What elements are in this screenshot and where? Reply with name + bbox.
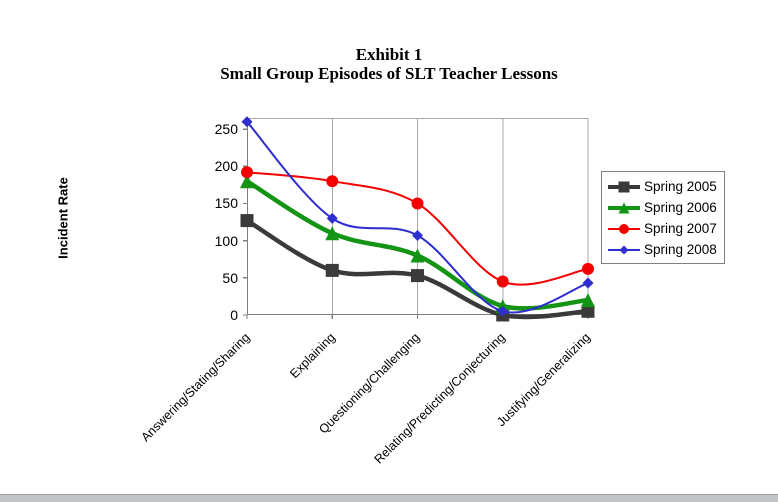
x-category-label: Justifying/Generalizing — [494, 330, 594, 430]
legend-swatch — [608, 223, 640, 234]
legend-label: Spring 2005 — [644, 179, 717, 194]
y-tick-label-150: 150 — [214, 195, 238, 212]
legend-swatch — [608, 181, 640, 192]
y-tick-label-0: 0 — [230, 307, 238, 323]
plot-area — [240, 116, 595, 322]
legend-row-spring-2007: Spring 2007 — [607, 218, 720, 239]
legend-row-spring-2005: Spring 2005 — [607, 176, 720, 197]
series-spring-2008 — [241, 116, 594, 317]
y-tick-label-50: 50 — [222, 269, 238, 286]
legend-swatch — [608, 245, 640, 254]
x-category-label: Answering/Stating/Sharing — [138, 330, 253, 445]
legend-row-spring-2006: Spring 2006 — [607, 197, 720, 218]
legend-box: Spring 2005 Spring 2006 Spring 2007 Spring … — [601, 171, 725, 264]
chart-svg — [240, 116, 595, 322]
legend-label: Spring 2006 — [644, 200, 717, 215]
series-spring-2007 — [241, 166, 594, 288]
axes — [243, 118, 589, 319]
y-tick-label-200: 200 — [214, 158, 238, 175]
chart-title: Exhibit 1 Small Group Episodes of SLT Te… — [0, 45, 778, 83]
y-axis-title: Incident Rate — [55, 177, 71, 259]
legend-label: Spring 2008 — [644, 242, 717, 257]
chart-title-line2: Small Group Episodes of SLT Teacher Less… — [220, 64, 558, 83]
x-category-label: Explaining — [286, 330, 338, 381]
window-bottom-edge — [0, 494, 778, 502]
y-tick-label-250: 250 — [214, 121, 238, 138]
legend-label: Spring 2007 — [644, 221, 717, 236]
legend-row-spring-2008: Spring 2008 — [607, 239, 720, 260]
y-tick-label-100: 100 — [214, 232, 238, 249]
legend-swatch — [608, 202, 640, 213]
chart-title-line1: Exhibit 1 — [355, 45, 423, 64]
